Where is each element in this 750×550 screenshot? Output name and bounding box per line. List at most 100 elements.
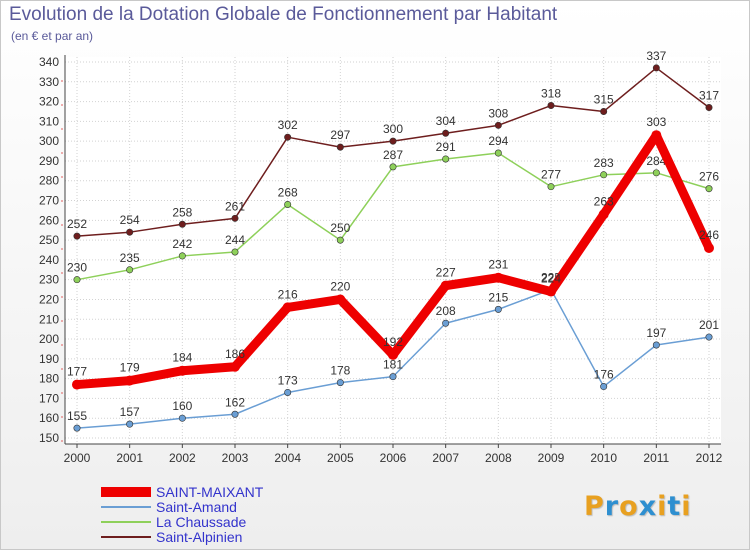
data-point	[546, 286, 556, 297]
x-tick-label: 2008	[485, 451, 512, 465]
y-tick-label: 270	[39, 194, 59, 208]
data-point	[494, 149, 502, 157]
data-label: 304	[436, 114, 456, 128]
data-label: 276	[699, 170, 719, 184]
y-tick-label: 220	[39, 292, 59, 306]
data-point	[231, 410, 239, 418]
data-label: 337	[646, 49, 666, 63]
data-label: 176	[594, 368, 614, 382]
data-point	[442, 319, 450, 327]
data-label: 177	[67, 365, 87, 379]
legend-item: Saint-Amand	[101, 499, 331, 515]
data-label: 291	[436, 140, 456, 154]
y-tick-label: 250	[39, 233, 59, 247]
legend-label: SAINT-MAIXANT	[156, 484, 264, 500]
data-point	[177, 365, 188, 376]
y-tick-label: 240	[39, 253, 59, 267]
y-tick-label: 280	[39, 174, 59, 188]
data-point	[282, 302, 293, 313]
data-label: 186	[225, 347, 245, 361]
data-label: 184	[172, 351, 192, 365]
legend-swatch	[101, 530, 151, 545]
data-label: 294	[488, 134, 508, 148]
data-point	[651, 130, 662, 141]
data-label: 230	[67, 261, 87, 275]
x-tick-label: 2002	[169, 451, 196, 465]
legend-label: La Chaussade	[156, 514, 247, 530]
data-point	[547, 183, 555, 191]
chart-title: Evolution de la Dotation Globale de Fonc…	[9, 4, 558, 25]
data-label: 231	[488, 258, 508, 272]
data-point	[389, 373, 397, 381]
data-label: 208	[436, 304, 456, 318]
data-point	[547, 102, 555, 110]
legend-swatch	[101, 500, 151, 515]
x-tick-label: 2001	[116, 451, 143, 465]
data-point	[230, 361, 240, 372]
data-point	[284, 388, 292, 396]
data-point	[73, 424, 81, 432]
data-label: 160	[172, 399, 192, 413]
x-tick-label: 2010	[590, 451, 617, 465]
chart-subtitle: (en € et par an)	[11, 29, 94, 43]
data-label: 162	[225, 395, 245, 409]
legend-item: Saint-Alpinien	[101, 529, 331, 545]
legend-swatch	[101, 485, 151, 500]
data-point	[494, 305, 502, 313]
data-point	[335, 294, 346, 305]
y-tick-label: 300	[39, 134, 59, 148]
data-point	[73, 276, 81, 284]
y-tick-label: 210	[39, 312, 59, 326]
x-tick-label: 2005	[327, 451, 354, 465]
data-point	[705, 104, 713, 112]
legend: SAINT-MAIXANT Saint-Amand La Chaussade Sain…	[101, 484, 331, 545]
data-label: 197	[646, 326, 666, 340]
data-point	[388, 349, 398, 360]
data-label: 283	[594, 156, 614, 170]
data-label: 157	[120, 405, 140, 419]
data-label: 284	[646, 154, 666, 168]
y-tick-label: 310	[39, 114, 59, 128]
legend-label: Saint-Alpinien	[156, 529, 243, 545]
data-point	[336, 143, 344, 151]
data-label: 224	[541, 272, 561, 286]
data-point	[652, 169, 660, 177]
data-label: 155	[67, 409, 87, 423]
data-label: 179	[120, 361, 140, 375]
legend-label: Saint-Amand	[156, 499, 237, 515]
data-label: 287	[383, 148, 403, 162]
data-point	[600, 107, 608, 115]
data-point	[284, 133, 292, 141]
data-label: 216	[278, 287, 298, 301]
data-label: 201	[699, 318, 719, 332]
data-label: 242	[172, 237, 192, 251]
data-point	[72, 379, 82, 390]
y-tick-label: 290	[39, 154, 59, 168]
legend-item: SAINT-MAIXANT	[101, 484, 331, 500]
data-point	[598, 209, 609, 220]
data-label: 318	[541, 87, 561, 101]
data-label: 235	[120, 251, 140, 265]
data-point	[705, 333, 713, 341]
y-tick-label: 170	[39, 391, 59, 405]
data-label: 263	[594, 194, 614, 208]
x-tick-label: 2011	[643, 451, 669, 465]
y-tick-label: 230	[39, 273, 59, 287]
y-tick-label: 260	[39, 213, 59, 227]
y-tick-label: 190	[39, 352, 59, 366]
data-label: 268	[278, 185, 298, 199]
legend-item: La Chaussade	[101, 514, 331, 530]
y-tick-label: 340	[39, 55, 59, 69]
data-point	[389, 137, 397, 145]
data-label: 315	[594, 92, 614, 106]
data-point	[178, 220, 186, 228]
data-point	[126, 266, 134, 274]
data-label: 181	[383, 358, 403, 372]
legend-swatch	[101, 515, 151, 530]
y-tick-label: 150	[39, 431, 59, 445]
data-label: 178	[330, 364, 350, 378]
data-point	[600, 171, 608, 179]
data-label: 300	[383, 122, 403, 136]
plot-area	[65, 57, 721, 444]
